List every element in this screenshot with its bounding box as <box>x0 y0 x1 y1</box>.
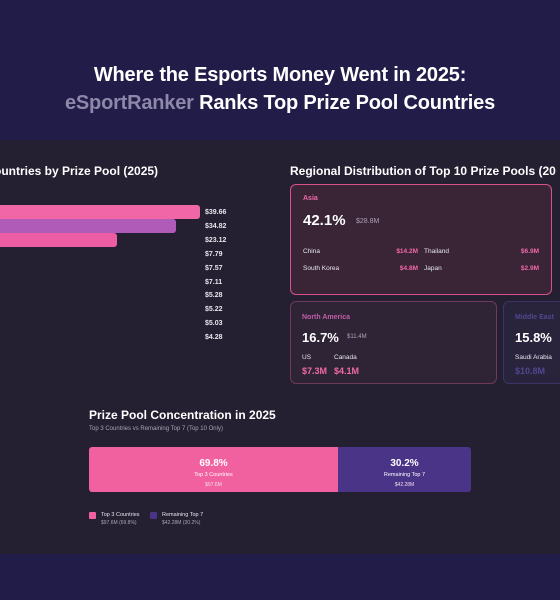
region-section-title: Regional Distribution of Top 10 Prize Po… <box>290 164 556 178</box>
region-pct: 15.8% <box>515 330 552 345</box>
legend-swatch <box>89 512 96 519</box>
concentration-title: Prize Pool Concentration in 2025 <box>89 408 276 422</box>
brand-name: eSportRanker <box>64 92 194 114</box>
country-value: $14.2M <box>396 248 418 255</box>
bar-value-label: $34.82 <box>205 222 227 230</box>
legend-label: Remaining Top 7 <box>162 512 204 518</box>
segment-top3[interactable]: 69.8% Top 3 Countries $97.6M <box>89 447 338 492</box>
header: Where the Esports Money Went in 2025: eS… <box>0 0 560 140</box>
region-amount: $11.4M <box>347 334 367 340</box>
bar-value-label: $7.57 <box>205 264 223 272</box>
legend-sub: $97.6M (69.8%) <box>101 520 137 526</box>
segment-pct: 69.8% <box>199 458 228 469</box>
bar-value-label: $5.28 <box>205 292 223 300</box>
bar-value-label: $39.66 <box>205 209 227 216</box>
country-name: South Korea <box>303 265 340 272</box>
bar-value-label: $7.79 <box>205 250 223 258</box>
legend-swatch <box>150 512 157 519</box>
country-name: Canada <box>334 354 357 361</box>
bar-value-label: $7.11 <box>205 278 223 286</box>
bar-2[interactable] <box>0 218 176 233</box>
country-value: $4.1M <box>334 366 360 376</box>
country-name: Saudi Arabia <box>515 354 552 361</box>
region-card-asia[interactable]: Asia 42.1% $28.8M China $14.2M Thailand … <box>290 184 552 295</box>
bar-3[interactable] <box>0 232 117 247</box>
region-name: Asia <box>303 195 318 202</box>
concentration-stacked-bar: 69.8% Top 3 Countries $97.6M 30.2% Remai… <box>89 447 471 492</box>
region-pct: 42.1% <box>303 212 346 229</box>
dashboard-panel: ountries by Prize Pool (2025) $39.66 $34.… <box>0 140 560 554</box>
region-amount: $28.8M <box>356 218 380 225</box>
page-title-line1: Where the Esports Money Went in 2025: <box>93 64 467 86</box>
segment-pct: 30.2% <box>390 458 419 469</box>
segment-name: Remaining Top 7 <box>383 472 426 478</box>
segment-amount: $42.28M <box>394 482 415 488</box>
country-name: Thailand <box>424 248 449 255</box>
segment-amount: $97.6M <box>205 482 222 488</box>
region-card-middle-east[interactable]: Middle East 15.8% Saudi Arabia $10.8M <box>503 301 560 384</box>
region-pct: 16.7% <box>302 330 339 345</box>
region-name: Middle East <box>515 314 554 321</box>
segment-name: Top 3 Countries <box>194 472 233 478</box>
country-name: China <box>303 248 320 255</box>
country-value: $2.9M <box>520 265 539 272</box>
bar-value-label: $4.28 <box>205 334 223 342</box>
page-title-line2-rest: Ranks Top Prize Pool Countries <box>193 92 496 114</box>
country-value: $4.8M <box>399 265 418 272</box>
country-value: $10.8M <box>515 366 546 376</box>
region-card-north-america[interactable]: North America 16.7% $11.4M US $7.3M Cana… <box>290 301 497 384</box>
segment-remaining[interactable]: 30.2% Remaining Top 7 $42.28M <box>338 447 471 492</box>
page-title-line2: eSportRanker Ranks Top Prize Pool Countr… <box>0 92 560 115</box>
country-name: Japan <box>424 265 442 272</box>
country-value: $6.9M <box>520 248 539 255</box>
bar-value-label: $5.03 <box>205 320 223 328</box>
legend-sub: $42.28M (30.2%) <box>162 520 201 526</box>
country-name: US <box>302 354 312 361</box>
bar-value-label: $23.12 <box>205 236 227 244</box>
bar-chart-title: ountries by Prize Pool (2025) <box>0 164 159 178</box>
country-value: $7.3M <box>302 366 328 376</box>
bar-1[interactable] <box>0 205 200 219</box>
concentration-subtitle: Top 3 Countries vs Remaining Top 7 (Top … <box>89 426 223 432</box>
legend-label: Top 3 Countries <box>101 512 140 518</box>
bar-value-label: $5.22 <box>205 306 223 314</box>
footer <box>0 554 560 600</box>
region-name: North America <box>302 314 350 321</box>
